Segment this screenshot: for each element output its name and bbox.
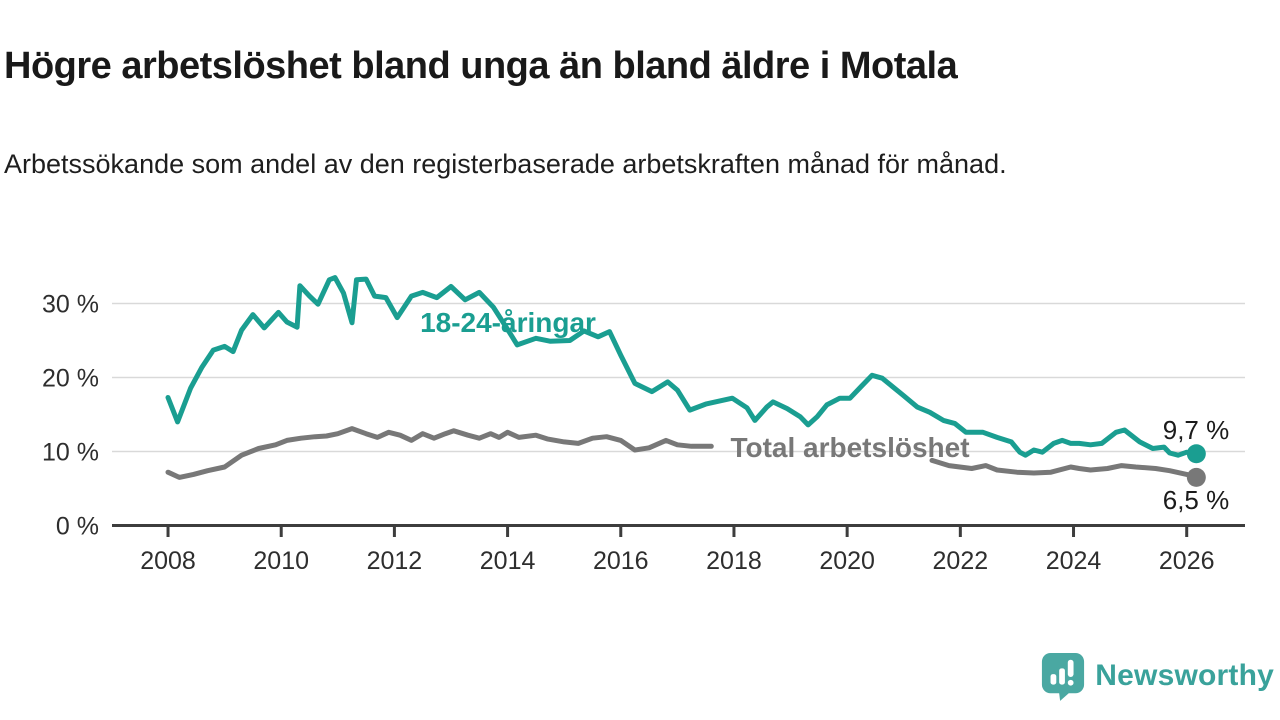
x-tick-label: 2026 [1159,547,1215,575]
x-tick-label: 2010 [253,547,309,575]
page-title: Högre arbetslöshet bland unga än bland ä… [4,45,958,88]
value-label-youth: 9,7 % [1163,415,1230,445]
x-tick-label: 2020 [819,547,875,575]
end-dot-total [1186,467,1206,487]
series-label-youth: 18-24-åringar [420,307,596,338]
newsworthy-logo-icon [1042,653,1085,701]
logo-exclamation-dot [1068,679,1074,686]
x-tick-label: 2012 [367,547,423,575]
x-tick-label: 2022 [933,547,989,575]
y-tick-label: 10 % [42,439,99,467]
logo-bar-small [1050,674,1057,685]
newsworthy-wordmark: Newsworthy [1095,659,1274,692]
page-subtitle: Arbetssökande som andel av den registerb… [4,149,1007,179]
logo-exclamation-icon [1068,659,1074,677]
newsworthy-logo: Newsworthy [1040,648,1274,704]
x-tick-label: 2016 [593,547,649,575]
y-tick-label: 30 % [42,291,99,319]
logo-bar-medium [1059,668,1066,685]
line-total-segment [165,426,714,480]
chart-generated-layer: 0 % 10 % 20 % 30 % 2008 2010 2012 2014 2016 2018 2… [42,275,1245,575]
line-youth [165,275,1199,458]
series-label-total: Total arbetslöshet [730,432,969,463]
x-tick-label: 2008 [140,547,196,575]
value-label-total: 6,5 % [1163,485,1230,515]
end-dot-youth [1186,444,1206,464]
x-tick-label: 2014 [480,547,536,575]
y-tick-label: 0 % [56,513,99,541]
line-total-segment [929,457,1199,480]
y-tick-label: 20 % [42,365,99,393]
x-tick-label: 2018 [706,547,762,575]
x-tick-label: 2024 [1046,547,1102,575]
